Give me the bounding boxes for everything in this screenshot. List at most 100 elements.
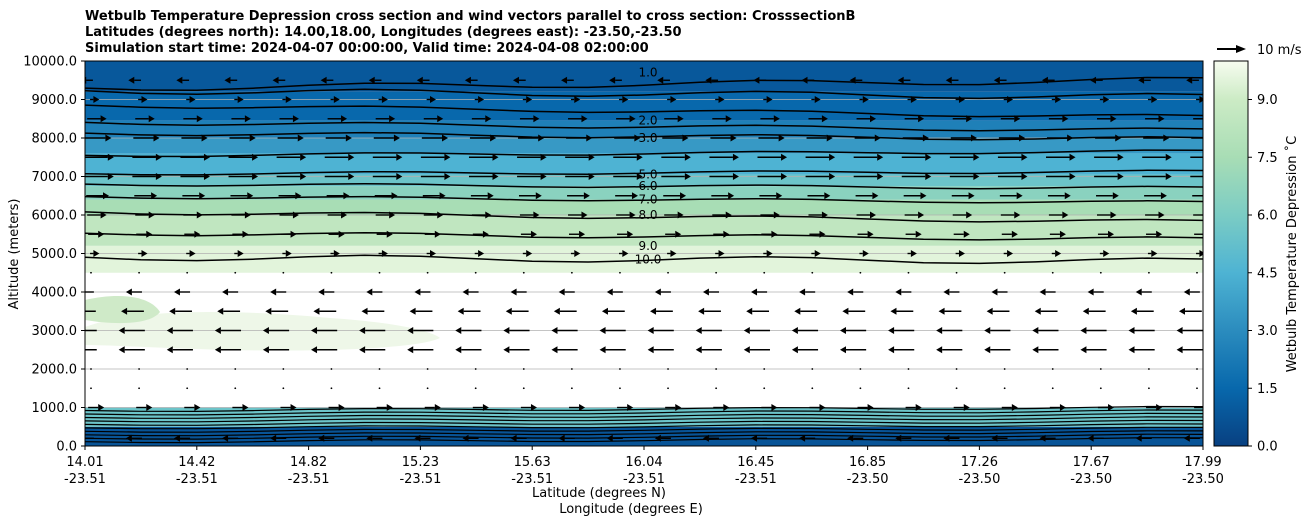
wind-vector-dot: [138, 271, 140, 274]
wind-vector-dot: [811, 271, 814, 274]
wind-vector-head: [670, 250, 677, 257]
wind-vector-head: [199, 192, 206, 200]
wind-vector-head: [627, 404, 634, 411]
wind-vector-head: [654, 434, 661, 442]
x-tick-label-lon: -23.51: [399, 472, 441, 487]
wind-vector-head: [333, 250, 340, 257]
wind-vector-head: [695, 346, 702, 354]
wind-vector-head: [677, 211, 684, 219]
wind-vector-head: [677, 115, 684, 123]
wind-vector-head: [118, 327, 125, 334]
wind-vector-head: [538, 134, 545, 142]
wind-vector-head: [155, 153, 162, 161]
wind-vector-head: [801, 76, 808, 84]
wetbulb-band: [85, 153, 1203, 175]
wind-vector-head: [849, 76, 856, 84]
wind-vector-head: [629, 211, 636, 219]
wind-vector-head: [166, 346, 173, 354]
y-tick-label: 9000.0: [32, 93, 78, 108]
wind-vector-head: [73, 308, 79, 315]
colorbar-tick-label: 1.5: [1257, 382, 1278, 397]
wind-vector-head: [943, 434, 950, 442]
wind-vector-head: [718, 96, 725, 103]
wind-vector-head: [1179, 307, 1185, 315]
colorbar-tick-label: 0.0: [1257, 440, 1278, 455]
wind-vector-head: [609, 76, 616, 84]
contour-line: [85, 104, 1203, 118]
x-tick-label-lat: 14.42: [178, 455, 215, 470]
wind-vector-dot: [90, 271, 92, 274]
contour-label: 6.0: [638, 179, 657, 193]
wind-vector-head: [1160, 192, 1167, 200]
contour-line: [85, 88, 1203, 100]
x-tick-label-lon: -23.51: [64, 472, 106, 487]
wind-vector-head: [973, 153, 980, 161]
wind-vector-dot: [330, 368, 333, 370]
wind-vector-head: [265, 307, 272, 315]
x-tick-label-lon: -23.51: [176, 472, 218, 487]
wind-vector-head: [93, 96, 100, 103]
wind-vector-head: [526, 96, 533, 103]
wind-vector-head: [650, 307, 657, 315]
wind-vector-head: [915, 230, 922, 238]
wind-vector-head: [631, 192, 638, 200]
wind-vector-head: [530, 230, 537, 238]
wind-vector-head: [457, 307, 464, 315]
wind-vector-head: [684, 153, 691, 161]
wind-vector-head: [237, 96, 244, 103]
wind-vector-head: [290, 230, 297, 238]
wind-vector-head: [535, 192, 542, 200]
wind-vector-dot: [859, 368, 862, 370]
wind-vector-dot: [1099, 271, 1102, 274]
wind-vector-head: [118, 346, 125, 354]
wind-vector-head: [1087, 288, 1094, 296]
wind-vector-head: [173, 434, 180, 442]
wind-vector-head: [189, 96, 196, 103]
wind-vector-head: [242, 404, 249, 411]
wind-vector-head: [558, 434, 565, 442]
wind-vector-dot: [282, 271, 285, 274]
wind-vector-head: [93, 250, 100, 257]
wind-vector-dot: [667, 368, 669, 370]
wind-vector-head: [963, 230, 970, 238]
wetbulb-fill-layer: [85, 61, 1203, 446]
wind-vector-head: [100, 115, 107, 123]
wind-vector-head: [203, 153, 210, 161]
wind-vector-head: [991, 434, 998, 442]
wind-vector-head: [194, 230, 201, 238]
wind-vector-head: [551, 346, 558, 354]
contour-line-low: [85, 423, 1203, 430]
wind-vector-dot: [1148, 368, 1150, 370]
wind-vector-head: [341, 211, 348, 219]
contour-line: [85, 149, 1203, 158]
wind-vector-dot: [907, 271, 910, 274]
wind-vector-head: [799, 288, 806, 296]
wind-vector-dot: [378, 387, 381, 390]
wind-vector-head: [895, 288, 902, 296]
wind-vector-head: [839, 346, 846, 354]
wind-vector-head: [1041, 76, 1048, 84]
wind-vector-head: [1165, 173, 1172, 180]
wind-vector-head: [647, 327, 654, 334]
wind-vector-head: [285, 250, 292, 257]
wind-vector-dot: [522, 368, 525, 370]
wind-vector-head: [1183, 288, 1190, 296]
wind-vector-head: [773, 115, 780, 123]
wind-vector-head: [920, 192, 927, 200]
wind-vector-dot: [282, 368, 285, 370]
wind-vector-head: [634, 134, 641, 142]
wind-vector-head: [338, 404, 345, 411]
wind-vector-head: [148, 211, 155, 219]
wind-vector-dot: [234, 387, 237, 390]
contour-line-low: [85, 419, 1203, 426]
wind-vector-head: [295, 192, 302, 200]
wind-vector-head: [98, 230, 105, 238]
x-tick-label-lat: 15.23: [402, 455, 439, 470]
y-tick-label: 0.0: [56, 440, 77, 455]
wind-vector-head: [680, 192, 687, 200]
wind-vector-dot: [1051, 387, 1054, 390]
wind-vector-head: [553, 307, 560, 315]
contour-line: [85, 182, 1203, 190]
wind-vector-head: [925, 153, 932, 161]
wind-vector-head: [107, 173, 114, 180]
